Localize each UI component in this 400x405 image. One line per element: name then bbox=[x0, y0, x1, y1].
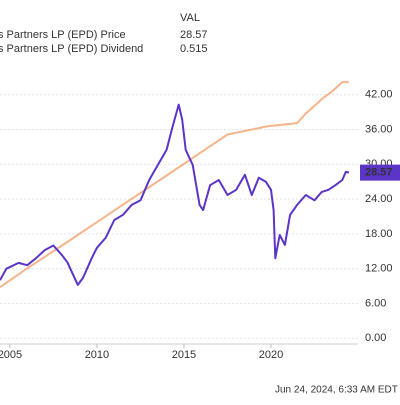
footer: Jun 24, 2024, 6:33 AM EDT Powe bbox=[275, 385, 400, 396]
x-tick-label: 2020 bbox=[259, 349, 283, 361]
legend-name: s Partners LP (EPD) Dividend bbox=[0, 43, 143, 55]
y-tick-label: 18.00 bbox=[365, 228, 393, 240]
y-tick-label: 0.00 bbox=[365, 332, 386, 344]
legend-name: s Partners LP (EPD) Price bbox=[0, 29, 126, 41]
y-tick-label: 42.00 bbox=[365, 89, 393, 101]
x-tick-label: 2005 bbox=[0, 349, 22, 361]
legend-value: 28.57 bbox=[180, 29, 208, 41]
series-line bbox=[0, 103, 350, 286]
y-tick-label: 24.00 bbox=[365, 193, 393, 205]
legend-header: VAL bbox=[180, 12, 200, 24]
price-tag-label: 28.57 bbox=[365, 167, 393, 179]
legend-value: 0.515 bbox=[180, 43, 208, 55]
y-tick-label: 6.00 bbox=[365, 297, 386, 309]
x-tick-label: 2015 bbox=[172, 349, 196, 361]
y-tick-label: 12.00 bbox=[365, 263, 393, 275]
price-tag bbox=[360, 164, 400, 181]
series-line bbox=[0, 81, 349, 289]
y-tick-label: 36.00 bbox=[365, 123, 393, 135]
x-tick-label: 2010 bbox=[85, 349, 109, 361]
